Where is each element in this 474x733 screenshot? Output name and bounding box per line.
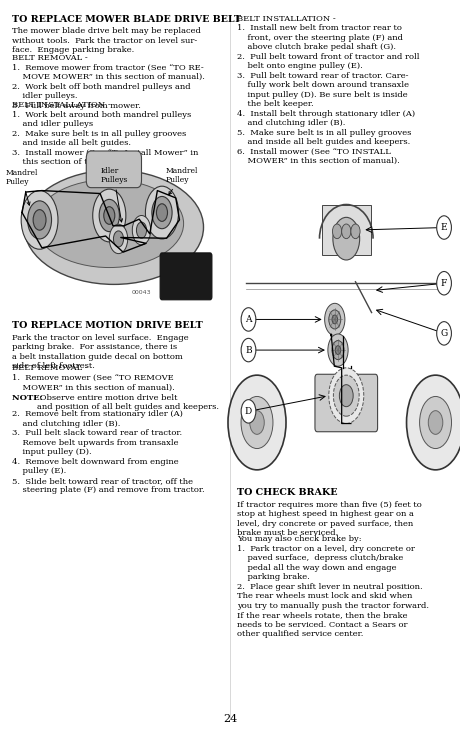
- Circle shape: [113, 231, 124, 247]
- Text: TO REPLACE MOWER BLADE DRIVE BELT: TO REPLACE MOWER BLADE DRIVE BELT: [11, 15, 240, 23]
- Circle shape: [27, 201, 52, 239]
- Circle shape: [137, 222, 146, 238]
- FancyBboxPatch shape: [315, 375, 378, 432]
- Circle shape: [339, 385, 353, 407]
- Ellipse shape: [419, 397, 452, 449]
- Ellipse shape: [407, 375, 465, 470]
- Circle shape: [93, 189, 126, 242]
- Text: 00043: 00043: [131, 290, 151, 295]
- Ellipse shape: [241, 397, 273, 449]
- Circle shape: [241, 308, 256, 331]
- FancyBboxPatch shape: [86, 151, 142, 188]
- Circle shape: [351, 224, 360, 239]
- Text: Mandrel
Pulley: Mandrel Pulley: [165, 167, 198, 195]
- Text: 2.  Remove belt from stationary idler (A)
    and clutching idler (B).
3.  Pull : 2. Remove belt from stationary idler (A)…: [11, 410, 204, 495]
- Text: BELT REMOVAL -: BELT REMOVAL -: [11, 54, 87, 62]
- Ellipse shape: [35, 180, 183, 268]
- Circle shape: [333, 375, 359, 416]
- Circle shape: [241, 399, 256, 423]
- Text: BELT REMOVAL -: BELT REMOVAL -: [11, 364, 87, 372]
- Text: 1.  Remove mower (See “TO REMOVE
    MOWER” in this section of manual).: 1. Remove mower (See “TO REMOVE MOWER” i…: [11, 374, 174, 391]
- Text: 1.  Work belt around both mandrel pulleys
    and idler pulleys
2.  Make sure be: 1. Work belt around both mandrel pulleys…: [11, 111, 198, 166]
- Circle shape: [152, 196, 172, 229]
- Circle shape: [328, 334, 348, 366]
- Text: E: E: [441, 223, 447, 232]
- Circle shape: [332, 224, 342, 239]
- Text: TO CHECK BRAKE: TO CHECK BRAKE: [237, 488, 337, 497]
- Text: 1.  Park tractor on a level, dry concrete or
    paved surface,  depress clutch/: 1. Park tractor on a level, dry concrete…: [237, 545, 429, 638]
- Text: TO REPLACE MOTION DRIVE BELT: TO REPLACE MOTION DRIVE BELT: [11, 321, 202, 330]
- Circle shape: [33, 210, 46, 230]
- Circle shape: [335, 346, 341, 355]
- Text: G: G: [440, 329, 447, 338]
- Ellipse shape: [428, 410, 443, 435]
- Text: You may also check brake by:: You may also check brake by:: [237, 535, 362, 543]
- Text: BELT INSTALLATION -: BELT INSTALLATION -: [237, 15, 336, 23]
- Circle shape: [437, 271, 451, 295]
- Circle shape: [329, 368, 364, 424]
- Ellipse shape: [228, 375, 286, 470]
- Circle shape: [21, 191, 58, 249]
- Circle shape: [99, 199, 119, 232]
- Circle shape: [437, 322, 451, 345]
- Text: Idler
Pulleys: Idler Pulleys: [100, 167, 128, 222]
- Text: B: B: [245, 345, 252, 355]
- Text: If tractor requires more than five (5) feet to
stop at highest speed in highest : If tractor requires more than five (5) f…: [237, 501, 422, 537]
- Bar: [322, 205, 371, 255]
- Circle shape: [146, 186, 179, 239]
- Circle shape: [332, 315, 337, 324]
- Text: F: F: [441, 279, 447, 288]
- Text: Park the tractor on level surface.  Engage
parking brake.  For assistance, there: Park the tractor on level surface. Engag…: [11, 334, 188, 370]
- Circle shape: [332, 341, 344, 360]
- Circle shape: [109, 224, 128, 254]
- Circle shape: [241, 339, 256, 362]
- Circle shape: [329, 310, 341, 329]
- Text: D: D: [245, 407, 252, 416]
- Text: A: A: [245, 315, 252, 324]
- Text: The mower blade drive belt may be replaced
without tools.  Park the tractor on l: The mower blade drive belt may be replac…: [11, 27, 201, 54]
- Text: 1.  Install new belt from tractor rear to
    front, over the steering plate (F): 1. Install new belt from tractor rear to…: [237, 24, 419, 165]
- Text: 24: 24: [223, 714, 237, 724]
- Bar: [235, 205, 458, 484]
- Circle shape: [333, 218, 360, 260]
- Text: Mandrel
Pulley: Mandrel Pulley: [6, 169, 38, 205]
- Text: BELT INSTALLATION -: BELT INSTALLATION -: [11, 101, 110, 109]
- Circle shape: [437, 216, 451, 239]
- Circle shape: [104, 207, 115, 224]
- Circle shape: [325, 303, 345, 336]
- Circle shape: [132, 216, 151, 245]
- Text: NOTE:: NOTE:: [11, 394, 45, 402]
- Ellipse shape: [250, 410, 264, 435]
- Circle shape: [342, 224, 351, 239]
- FancyBboxPatch shape: [160, 253, 212, 300]
- Ellipse shape: [24, 170, 203, 284]
- Text: Observe entire motion drive belt
and position of all belt guides and keepers.: Observe entire motion drive belt and pos…: [37, 394, 219, 411]
- Text: 1.  Remove mower from tractor (See “TO RE-
    MOVE MOWER” in this section of ma: 1. Remove mower from tractor (See “TO RE…: [11, 64, 204, 110]
- Circle shape: [156, 204, 167, 221]
